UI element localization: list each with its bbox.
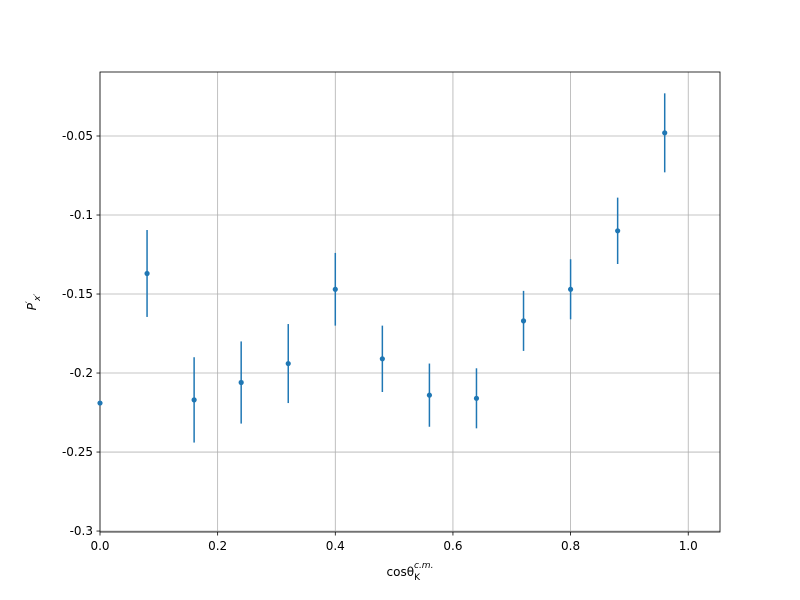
y-tick-label: -0.1 [70,208,93,222]
x-label-sub: K [414,573,421,583]
x-label-sup: c.m. [414,561,433,571]
data-point [332,286,338,292]
x-label-base: cosθ [387,565,415,579]
plot-frame [99,71,721,533]
data-point [473,395,480,401]
data-point [144,270,150,277]
data-point [379,356,385,362]
x-axis-label: cosθKc.m. [387,561,434,583]
data-point [285,360,291,367]
y-axis-label: P′x′ [25,294,43,311]
y-label-sub: x′ [33,294,43,302]
y-tick-label: -0.15 [62,287,93,301]
y-tick-label: -0.3 [70,524,93,538]
data-point [426,392,433,398]
x-tick-label: 0.8 [561,539,580,553]
x-tick-label: 0.6 [443,539,462,553]
data-point [191,397,197,403]
y-tick-label: -0.2 [70,366,93,380]
data-point [238,379,244,386]
y-tick-label: -0.05 [62,129,93,143]
x-tick-label: 0.4 [326,539,345,553]
data-point [615,228,621,234]
data-point [97,400,103,406]
data-point [567,286,574,292]
y-label-sup: ′ [25,301,35,303]
y-label-base: P [25,302,39,310]
x-tick-label: 0.0 [90,539,109,553]
x-tick-label: 1.0 [679,539,698,553]
data-point [520,318,527,324]
data-point [662,130,668,136]
x-tick-label: 0.2 [208,539,227,553]
y-tick-label: -0.25 [62,445,93,459]
